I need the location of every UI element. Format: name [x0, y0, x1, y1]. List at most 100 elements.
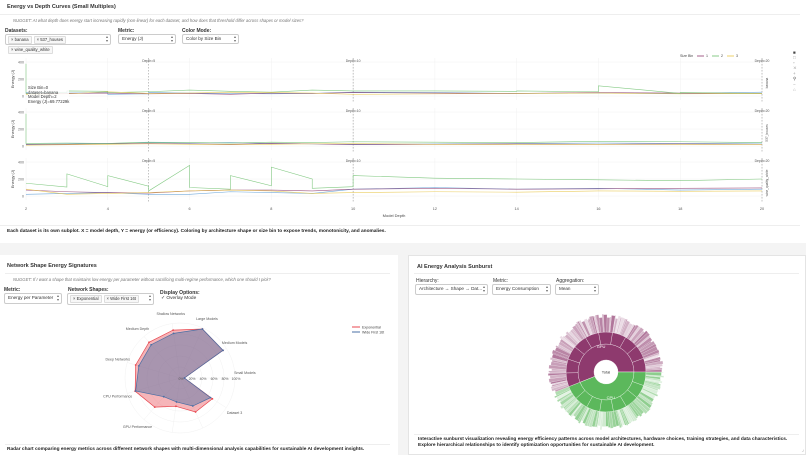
series-line-2 — [25, 164, 763, 192]
legend-label: 3 — [736, 54, 738, 58]
radar-point — [134, 364, 137, 366]
x-tick-label: 10 — [351, 207, 355, 211]
home-icon[interactable]: ⌂ — [793, 87, 796, 92]
radial-tick-label: 100% — [232, 377, 241, 381]
dataset-label: banana — [765, 77, 769, 88]
magnify-icon[interactable]: ⚲ — [793, 76, 797, 81]
radar-point — [201, 328, 204, 330]
energy-depth-chart[interactable]: 0 200 400 Energy (J) Depth=5 Depth=10 Depth=20… — [0, 0, 806, 225]
panel-title: AI Energy Analysis Sunburst — [417, 264, 493, 270]
threshold-label: Depth=5 — [142, 159, 155, 163]
x-tick-label: 6 — [188, 207, 190, 211]
y-tick-label: 0 — [22, 195, 24, 199]
legend-title: Size Bin — [680, 54, 693, 58]
y-tick-label: 200 — [18, 128, 24, 132]
metric-value: Energy (J) — [122, 36, 144, 41]
threshold-label: Depth=20 — [755, 159, 770, 163]
dataset-chip[interactable]: × banana — [8, 36, 32, 44]
x-tick-label: 8 — [270, 207, 272, 211]
panel-title: Network Shape Energy Signatures — [7, 263, 97, 269]
zoom-in-icon[interactable]: + — [793, 71, 796, 76]
x-tick-label: 4 — [107, 207, 109, 211]
series-line-3 — [25, 91, 763, 95]
metric-value: Energy per Parameter — [8, 295, 54, 300]
series-line-2 — [25, 63, 763, 94]
aggregation-value: Mean — [559, 286, 571, 291]
metric-label: Metric: — [118, 28, 135, 34]
chevron-icon: ▴ ▾ — [545, 284, 548, 293]
hierarchy-select[interactable]: Architecture → Shape → Dat... ▴ ▾ — [415, 284, 488, 295]
color-mode-select[interactable]: Color by Size Bin ▴ ▾ — [182, 34, 239, 44]
y-tick-label: 400 — [18, 61, 24, 65]
legend-label: Wide First 16t — [362, 331, 384, 335]
datasets-label: Datasets: — [5, 28, 28, 34]
x-tick-label: 18 — [678, 207, 682, 211]
hover-tooltip: Size Bin=0 dataset=banana Model Depth=2 … — [28, 85, 70, 105]
datasets-multiselect[interactable]: × banana × 537_houses × wine_quality_white… — [5, 34, 111, 54]
radar-point — [153, 406, 156, 408]
zoom-box-icon[interactable]: □ — [793, 55, 796, 60]
y-tick-label: 400 — [18, 161, 24, 165]
radar-panel: Network Shape Energy Signatures NUGGET: … — [0, 255, 398, 455]
threshold-label: Depth=20 — [755, 59, 770, 63]
radar-point — [175, 401, 178, 403]
dataset-chip[interactable]: × 537_houses — [33, 36, 67, 44]
sunburst-subsegment — [599, 399, 614, 413]
radar-point — [148, 341, 150, 344]
series-line-1 — [25, 187, 763, 194]
axis-label: Dataset 3 — [227, 411, 242, 415]
shape-chip[interactable]: × Exponential — [70, 295, 102, 303]
threshold-label: Depth=10 — [346, 59, 361, 63]
radar-caption: Radar chart comparing energy metrics acr… — [7, 447, 365, 452]
zoom-out-icon[interactable]: − — [793, 82, 796, 87]
metric-select[interactable]: Energy (J) ▴ ▾ — [118, 34, 176, 44]
camera-icon[interactable]: ■ — [793, 50, 796, 55]
shapes-label: Network Shapes: — [68, 287, 109, 293]
chevron-icon: ▴ ▾ — [56, 293, 59, 302]
legend-label: 1 — [706, 54, 708, 58]
lasso-icon[interactable]: ⨯ — [793, 65, 797, 70]
radar-point — [172, 332, 175, 335]
series-line-2 — [25, 113, 763, 144]
radar-point — [211, 397, 214, 400]
sunburst-subsegment — [598, 331, 613, 345]
threshold-label: Depth=5 — [142, 59, 155, 63]
x-tick-label: 14 — [515, 207, 519, 211]
sunburst-caption: Interactive sunburst visualization revea… — [418, 437, 788, 448]
radar-point — [194, 411, 197, 413]
radar-point — [209, 396, 212, 399]
chevron-icon: ▴ ▾ — [233, 34, 236, 43]
segment-label: CPU — [607, 395, 616, 400]
radar-axis — [179, 377, 204, 429]
y-tick-label: 400 — [18, 111, 24, 115]
metric-label: Metric: — [493, 278, 508, 284]
color-mode-value: Color by Size Bin — [186, 36, 222, 41]
chip-label: wine_quality_white — [14, 47, 50, 52]
y-tick-label: 0 — [22, 95, 24, 99]
x-tick-label: 12 — [433, 207, 437, 211]
axis-label: Shallow Networks — [156, 312, 185, 316]
shapes-multiselect[interactable]: × Exponential × Wide First 16t ▴ ▾ — [67, 293, 154, 305]
metric-value: Energy Consumption — [496, 286, 539, 291]
series-line-1 — [26, 92, 763, 95]
axis-label: CPU Performance — [103, 394, 132, 398]
axis-label: Deep Networks — [105, 358, 130, 362]
radar-point — [175, 405, 177, 408]
axis-label: Medium Models — [222, 341, 248, 345]
series-line-3 — [25, 188, 763, 195]
panel-title: Energy vs Depth Curves (Small Multiples) — [7, 4, 116, 10]
resize-handle-icon[interactable]: ⌟ — [801, 447, 804, 453]
pan-icon[interactable]: ▫ — [793, 60, 795, 65]
radar-chart[interactable]: Small Models Medium Models Large Models Sha… — [0, 255, 398, 435]
shape-chip[interactable]: × Wide First 16t — [103, 295, 139, 303]
radial-tick-label: 0% — [179, 377, 184, 381]
sunburst-metric-select[interactable]: Energy Consumption ▴ ▾ — [492, 284, 551, 295]
sunburst-chart[interactable]: Total GPU CPU — [409, 256, 806, 431]
x-axis-label: Model Depth — [383, 213, 406, 218]
radar-point — [134, 390, 137, 392]
overlay-mode-checkbox[interactable]: ✓ Overlay Mode — [161, 296, 196, 301]
radial-tick-label: 40% — [200, 377, 207, 381]
dataset-chip[interactable]: × wine_quality_white — [8, 46, 53, 54]
aggregation-select[interactable]: Mean ▴ ▾ — [555, 284, 599, 295]
radar-metric-select[interactable]: Energy per Parameter ▴ ▾ — [4, 293, 62, 304]
